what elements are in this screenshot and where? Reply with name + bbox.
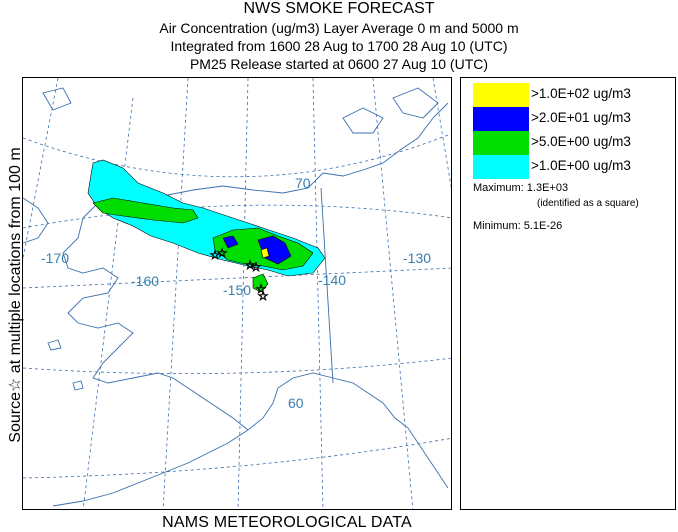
alaska-canada-border [320,187,334,384]
lon-150-line [237,78,249,509]
latitude-gridlines [23,133,451,479]
lon-label-170: -170 [41,250,69,266]
legend-swatch-yellow [473,83,529,107]
lon-160-line [162,78,189,509]
lon-130-line [432,78,451,189]
legend-label: >2.0E+01 ug/m3 [531,110,631,125]
legend-swatch-blue [473,107,529,131]
source-star-5: ☆ [256,282,267,296]
data-source-footer: NAMS METEOROLOGICAL DATA [162,514,412,531]
source-star-1: ☆ [210,248,221,262]
map-canvas: ☆ ☆ ☆ ☆ ☆ ☆ -170 -160 -150 -140 -130 70 … [23,78,451,509]
lat-60-line [23,357,451,375]
source-star-6: ☆ [258,289,269,303]
plume-level-2-west [92,197,199,224]
lon-165-line [82,97,134,509]
legend-swatch-cyan [473,155,529,179]
lat-65-line [23,267,451,289]
concentration-legend: >1.0E+02 ug/m3 >2.0E+01 ug/m3 >5.0E+00 u… [460,77,676,510]
plume-level-4 [260,247,270,259]
lon-140-line [372,78,414,509]
island-e [72,380,84,391]
island-d [47,339,62,351]
legend-entry: >5.0E+00 ug/m3 [473,131,673,155]
integration-period: Integrated from 1600 28 Aug to 1700 28 A… [170,38,508,54]
forecast-title: NWS SMOKE FORECAST [243,0,435,17]
lon-label-150: -150 [223,282,251,298]
island-c [42,87,72,111]
concentration-subtitle: Air Concentration (ug/m3) Layer Average … [159,20,519,36]
source-star-2: ☆ [217,246,228,260]
island-b [392,87,439,119]
maximum-note: (identified as a square) [537,198,639,209]
coastlines [23,87,449,507]
release-start: PM25 Release started at 0600 27 Aug 10 (… [189,56,489,72]
legend-entry: >1.0E+00 ug/m3 [473,155,673,179]
lat-70-line [23,204,451,229]
legend-entry: >2.0E+01 ug/m3 [473,107,673,131]
smoke-plume [87,159,326,293]
legend-swatch-green [473,131,529,155]
source-star-3: ☆ [245,258,256,272]
lon-145-line [312,78,324,509]
lat-55-line [23,437,451,479]
legend-entry: >1.0E+02 ug/m3 [473,83,673,107]
source-star-4: ☆ [251,260,262,274]
plume-level-3-west [222,235,239,249]
legend-label: >1.0E+02 ug/m3 [531,86,631,101]
lon-label-140: -140 [318,272,346,288]
smoke-forecast-map: ☆ ☆ ☆ ☆ ☆ ☆ -170 -160 -150 -140 -130 70 … [22,77,452,510]
chukotka-coast [23,197,49,244]
lon-label-130: -130 [403,250,431,266]
plume-level-2-south [252,273,269,293]
maximum-value: Maximum: 1.3E+03 [473,182,569,194]
legend-label: >5.0E+00 ug/m3 [531,134,631,149]
legend-label: >1.0E+00 ug/m3 [531,158,631,173]
lat-75-line [23,133,451,178]
alaska-peninsula [52,429,249,507]
lon-170-line [23,78,59,259]
lon-label-160: -160 [131,273,159,289]
minimum-value: Minimum: 5.1E-26 [473,220,563,232]
gulf-coastline [247,372,449,489]
lat-label-60: 60 [288,395,304,411]
island-a [342,107,384,134]
lat-label-70: 70 [295,175,311,191]
grid-labels: -170 -160 -150 -140 -130 70 60 [41,175,431,411]
bering-coastline [62,217,249,431]
source-markers: ☆ ☆ ☆ ☆ ☆ ☆ [209,246,269,304]
